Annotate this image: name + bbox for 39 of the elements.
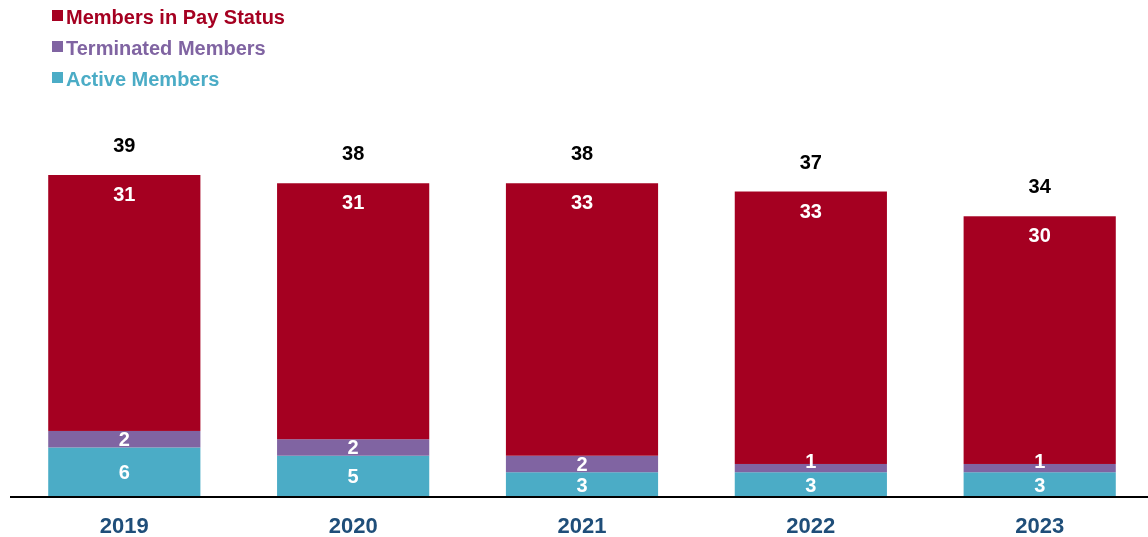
legend-label: Active Members: [66, 68, 220, 90]
x-tick-label: 2020: [328, 513, 378, 537]
x-tick-label: 2021: [557, 513, 607, 537]
x-tick-label: 2019: [99, 513, 149, 537]
data-label: 6: [118, 461, 130, 484]
bar: [505, 472, 659, 497]
data-label: 3: [805, 473, 817, 496]
total-label: 38: [570, 142, 594, 165]
bar: [48, 430, 201, 448]
bar: [277, 183, 430, 440]
total-label: 34: [1028, 175, 1052, 198]
bar: [277, 455, 430, 497]
data-label: 30: [1028, 224, 1051, 247]
data-label: 31: [342, 191, 365, 214]
bar: [505, 183, 659, 456]
data-label: 2: [118, 428, 130, 451]
legend-label: Terminated Members: [66, 37, 266, 59]
bar: [277, 439, 430, 456]
data-label: 1: [1034, 449, 1046, 472]
x-tick-label: 2022: [786, 513, 836, 537]
total-label: 39: [113, 134, 136, 156]
x-tick-label: 2023: [1015, 513, 1065, 537]
total-label: 38: [342, 142, 365, 165]
data-label: 31: [113, 183, 136, 205]
data-label: 3: [1034, 473, 1046, 496]
data-label: 1: [805, 449, 817, 472]
bar: [963, 472, 1116, 497]
bar: [48, 175, 201, 431]
bar: [734, 472, 887, 497]
data-label: 5: [347, 465, 359, 488]
legend-label: Members in Pay Status: [66, 6, 285, 28]
data-label: 33: [799, 199, 822, 222]
data-label: 2: [576, 452, 588, 475]
total-label: 37: [799, 150, 822, 173]
data-label: 3: [576, 473, 588, 496]
bar: [505, 455, 659, 473]
data-label: 33: [570, 191, 594, 214]
bar: [48, 447, 201, 497]
data-label: 2: [347, 436, 359, 459]
